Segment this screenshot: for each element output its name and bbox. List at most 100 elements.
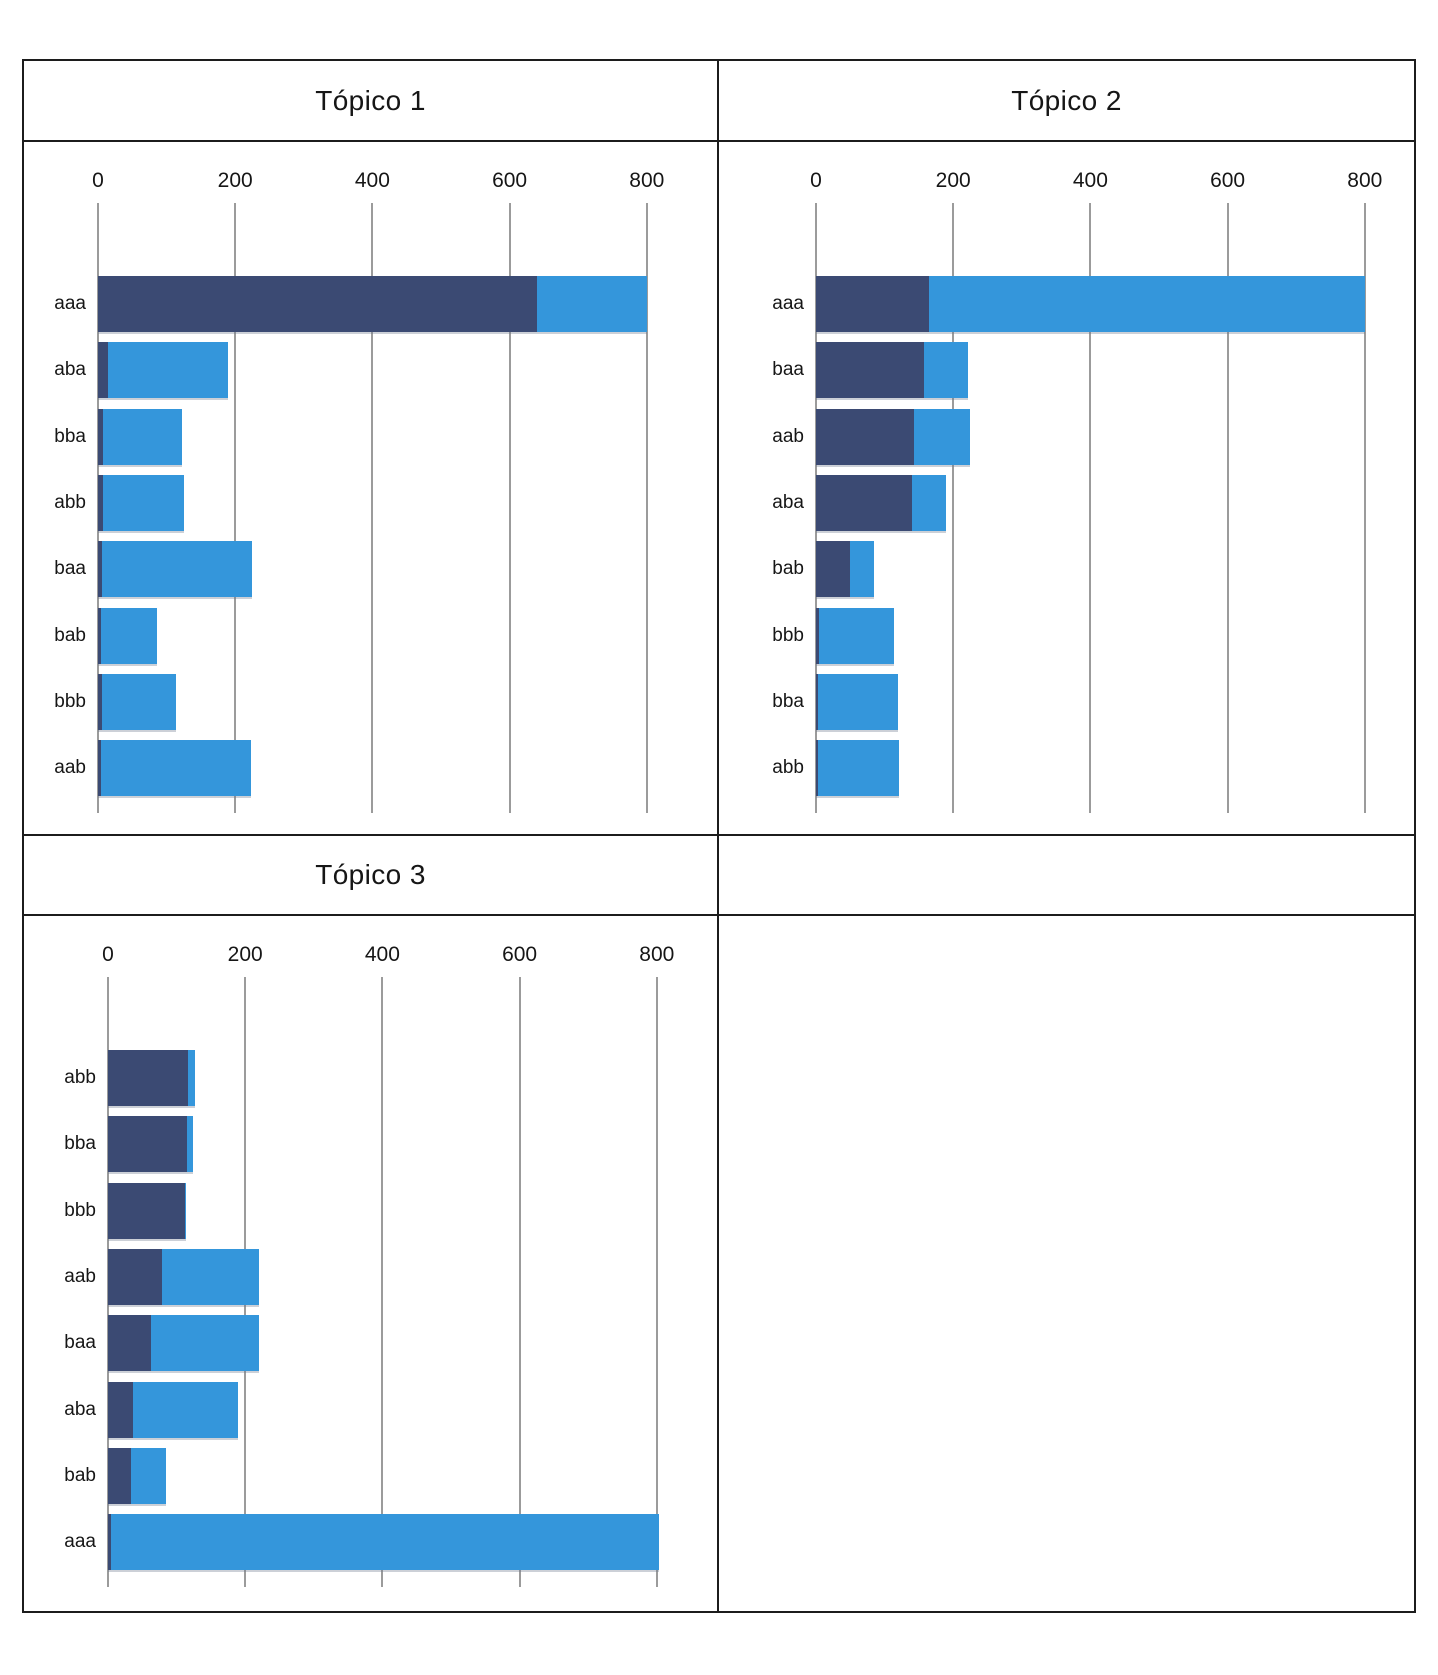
bar-segment-dark [98,342,109,399]
stacked-bar [98,740,251,797]
bar-segment-dark [816,342,925,399]
category-label: aab [64,1265,96,1287]
x-tick-label: 800 [1347,169,1383,192]
category-label: aba [772,491,804,513]
bar-segment-dark [816,276,930,332]
bar-segment-light [151,1315,259,1372]
header-cell-empty [719,836,1414,916]
category-label: baa [54,558,86,580]
stacked-bar [816,276,1365,332]
bar-segment-light [131,1447,166,1504]
x-gridline [655,977,658,1587]
x-gridline [234,203,237,813]
stacked-bar [98,342,229,399]
chart-title-topic-3: Tópico 3 [315,859,426,890]
category-label: baa [772,359,804,381]
stacked-bar [816,607,895,664]
category-label: aaa [54,293,86,314]
category-label: abb [64,1067,96,1088]
bar-segment-dark [108,1050,189,1106]
x-tick-label: 0 [92,169,104,192]
category-label: bba [64,1133,96,1155]
x-tick-label: 600 [1210,169,1246,192]
x-gridline [518,977,521,1587]
category-label: bab [54,624,86,646]
category-label: aab [772,425,804,447]
category-label: bba [772,690,804,712]
x-tick-label: 600 [492,169,528,192]
x-tick-label: 400 [1072,169,1108,192]
empty-cell [719,916,1414,1611]
x-gridline [1226,203,1229,813]
stacked-bar [108,1514,659,1571]
bar-segment-light [818,673,899,730]
x-gridline [371,203,374,813]
bar-segment-light [818,607,895,664]
stacked-bar [98,607,157,664]
bar-segment-light [101,607,157,664]
bar-segment-dark [108,1447,132,1504]
x-tick-label: 0 [102,943,114,966]
bar-segment-dark [108,1514,112,1571]
category-label: aba [64,1398,96,1420]
stacked-bar [108,1447,166,1504]
stacked-bar [108,1381,238,1438]
bar-segment-dark [98,673,103,730]
bar-segment-dark [98,740,102,797]
bar-segment-dark [98,408,104,465]
bar-chart-topic-2: 0 200 400 600 800 aaa baa aab aba bab bbb bba abb [719,142,1414,834]
bar-segment-light [101,740,251,797]
bar-segment-light [102,673,176,730]
stacked-bar [98,474,184,531]
bar-segment-dark [108,1248,162,1305]
category-label: aab [54,757,86,779]
bar-segment-dark [98,276,538,332]
stacked-bar [108,1116,194,1173]
category-label: abb [772,757,804,779]
bar-segment-light [924,342,969,399]
x-tick-label: 800 [639,943,675,966]
x-gridline [952,203,955,813]
stacked-bar [816,474,946,531]
stacked-bar [816,673,899,730]
bar-segment-dark [108,1116,187,1173]
bar-segment-light [111,1514,659,1571]
charts-grid-table: Tópico 1 Tópico 2 0 200 400 600 800 aaa aba bba… [22,59,1416,1613]
bar-segment-light [186,1116,194,1173]
x-gridline [508,203,511,813]
stacked-bar [98,541,252,598]
stacked-bar [816,408,970,465]
bar-segment-light [103,408,182,465]
bar-segment-light [102,541,252,598]
x-tick-label: 200 [935,169,971,192]
x-gridline [1363,203,1366,813]
bar-segment-dark [816,541,851,598]
stacked-bar [98,673,176,730]
bar-segment-dark [98,474,104,531]
category-label: bbb [54,690,86,712]
category-label: bbb [772,624,804,646]
category-label: aaa [64,1531,96,1553]
bar-segment-light [188,1050,196,1106]
stacked-bar [108,1050,196,1106]
chart-cell-topic-3: 0 200 400 600 800 abb bba bbb aab baa aba bab aaa [24,916,719,1611]
chart-title-topic-2: Tópico 2 [1011,84,1122,116]
bar-segment-light [850,541,875,598]
category-label: abb [54,491,86,513]
category-label: baa [64,1332,96,1354]
bar-segment-light [929,276,1365,332]
x-tick-label: 400 [354,169,390,192]
bar-segment-light [161,1248,259,1305]
bar-segment-dark [816,607,819,664]
category-label: bab [64,1464,96,1486]
bar-segment-dark [816,673,819,730]
chart-cell-topic-2: 0 200 400 600 800 aaa baa aab aba bab bbb bba abb [719,142,1414,836]
stacked-bar [816,541,875,598]
bar-chart-topic-3: 0 200 400 600 800 abb bba bbb aab baa aba bab aaa [24,916,717,1611]
bar-segment-light [914,408,970,465]
x-tick-label: 200 [227,943,263,966]
bar-segment-dark [816,740,819,797]
stacked-bar [816,342,969,399]
category-label: aaa [772,293,804,314]
bar-segment-light [103,474,184,531]
